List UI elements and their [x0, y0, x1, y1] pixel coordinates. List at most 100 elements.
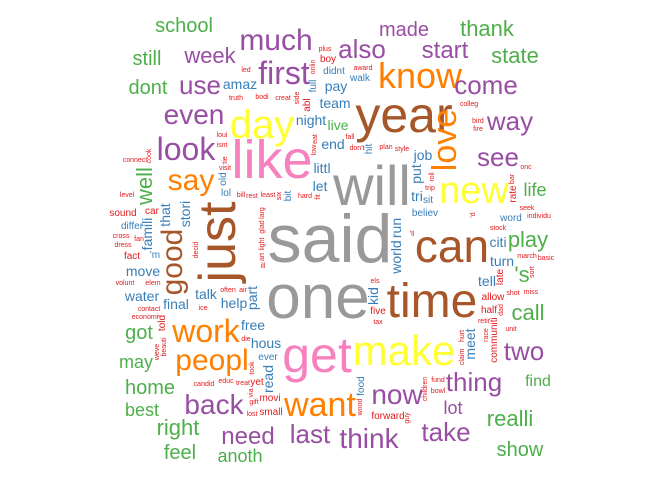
cloud-word: best [125, 400, 159, 420]
cloud-word: fact [124, 251, 140, 262]
cloud-word: free [241, 317, 265, 333]
cloud-word: retir [478, 318, 491, 325]
cloud-word: word [499, 213, 522, 224]
cloud-word: famili [139, 218, 155, 251]
cloud-word: kid [365, 287, 381, 305]
cloud-word: need [221, 423, 274, 450]
cloud-word: els [371, 278, 380, 285]
cloud-word: plus [319, 46, 332, 53]
cloud-word: talk [195, 286, 218, 302]
cloud-word: like [231, 130, 312, 190]
cloud-word: isnt [217, 142, 228, 149]
cloud-word: onlin [310, 60, 317, 75]
cloud-word: use [179, 70, 221, 100]
cloud-word: side [294, 91, 301, 104]
cloud-word: contact [138, 306, 161, 313]
cloud-word: final [163, 296, 189, 312]
cloud-word: style [395, 146, 410, 153]
cloud-word: world [388, 240, 404, 274]
cloud-word: day [230, 103, 295, 147]
cloud-word: 'd [470, 212, 477, 217]
cloud-word: least [261, 192, 276, 199]
cloud-word: award [353, 65, 372, 72]
cloud-word: get [282, 327, 352, 383]
cloud-word: school [155, 15, 213, 37]
cloud-word: race [483, 328, 490, 342]
cloud-word: good [156, 229, 189, 296]
cloud-word: come [454, 70, 518, 100]
cloud-word: bill [237, 192, 246, 199]
cloud-word: start [422, 37, 469, 64]
cloud-word: let [313, 178, 328, 194]
cloud-word: movi [259, 393, 280, 404]
cloud-word: one [266, 263, 369, 332]
cloud-word: rest [246, 193, 258, 200]
cloud-word: plan [379, 144, 392, 151]
cloud-word: help [221, 295, 248, 311]
cloud-word: creat [275, 95, 291, 102]
cloud-word: lol [221, 188, 231, 199]
cloud-word: year [355, 87, 452, 143]
cloud-word: state [491, 43, 539, 68]
cloud-word: still [133, 48, 162, 70]
cloud-word: made [379, 19, 429, 41]
cloud-word: look [157, 131, 217, 167]
cloud-word: think [339, 423, 399, 454]
cloud-word: allow [482, 292, 506, 303]
cloud-word: onc [520, 164, 532, 171]
cloud-word: trip [425, 185, 435, 192]
cloud-word: sort [529, 266, 536, 278]
cloud-word: littl [313, 160, 330, 176]
cloud-word: rate [508, 185, 519, 203]
cloud-word: claim [459, 349, 466, 366]
cloud-word: meet [462, 328, 478, 359]
cloud-word: shot [506, 290, 519, 297]
cloud-word: candid [194, 381, 215, 388]
cloud-word: see [477, 142, 519, 172]
cloud-word: seek [520, 205, 535, 212]
cloud-word: got [125, 322, 153, 344]
cloud-word: abl [302, 98, 313, 111]
cloud-word: colleg [460, 101, 478, 108]
cloud-word: hard [298, 193, 312, 200]
cloud-word: may [119, 352, 153, 372]
cloud-word: tie [222, 156, 229, 164]
cloud-word: new [439, 170, 509, 212]
cloud-word: tax [373, 319, 383, 326]
cloud-word: now [371, 379, 423, 410]
cloud-word: unit [505, 326, 516, 333]
cloud-word: call [511, 300, 544, 325]
cloud-word: hous [251, 335, 281, 351]
cloud-word: six [276, 191, 283, 200]
cloud-word: water [124, 288, 160, 304]
cloud-word: forward [371, 411, 404, 422]
cloud-word: two [504, 336, 544, 366]
cloud-word: turn [490, 253, 514, 269]
cloud-word: car [145, 206, 160, 217]
cloud-word: thank [460, 16, 515, 41]
cloud-word: take [421, 417, 470, 447]
cloud-word: thing [446, 367, 502, 397]
cloud-word: treat [236, 380, 250, 387]
cloud-word: guy [404, 412, 411, 424]
cloud-word: small [259, 407, 282, 418]
cloud-word: fan [134, 236, 144, 243]
cloud-word: 'll [410, 231, 415, 238]
cloud-word: know [378, 55, 463, 96]
cloud-word: first [258, 55, 310, 91]
cloud-word: decid [193, 242, 200, 259]
cloud-word: march [517, 253, 537, 260]
cloud-word: boy [320, 54, 336, 65]
cloud-word: via [248, 388, 255, 397]
cloud-word: anoth [217, 446, 262, 466]
cloud-word: often [220, 287, 236, 294]
cloud-word: level [120, 192, 135, 199]
cloud-word: move [126, 263, 160, 279]
cloud-word: old [218, 172, 229, 185]
cloud-word: fund [431, 377, 445, 384]
cloud-word: home [125, 377, 175, 399]
cloud-word: elem [145, 280, 160, 287]
cloud-word: truth [229, 95, 243, 102]
cloud-word: five [370, 306, 386, 317]
